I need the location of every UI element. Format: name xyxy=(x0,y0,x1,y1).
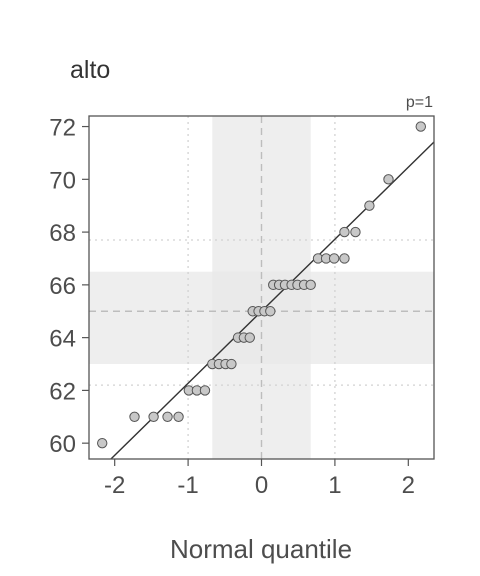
data-point xyxy=(265,306,276,317)
y-tick-label: 66 xyxy=(49,273,76,300)
y-tick-label: 60 xyxy=(49,431,76,458)
data-point xyxy=(148,411,159,422)
data-point xyxy=(199,385,211,396)
x-tick-label: -1 xyxy=(177,472,198,499)
data-point xyxy=(328,253,340,264)
data-point xyxy=(364,200,375,211)
x-tick-label: -2 xyxy=(104,472,125,499)
fit-line xyxy=(110,141,435,460)
data-points xyxy=(97,121,426,449)
y-tick-label: 62 xyxy=(49,378,76,405)
x-axis: -2 -1 0 1 2 xyxy=(104,459,415,499)
x-tick-label: 1 xyxy=(328,472,341,499)
y-tick-label: 70 xyxy=(49,167,76,194)
data-point xyxy=(339,253,350,264)
data-point xyxy=(339,226,350,238)
data-point xyxy=(173,411,184,422)
data-point xyxy=(415,121,426,132)
y-axis: 60 62 64 66 68 70 72 xyxy=(49,115,89,458)
data-point xyxy=(129,411,140,422)
data-point xyxy=(226,358,237,370)
p-value-annotation: p=1 xyxy=(406,94,433,111)
x-tick-label: 2 xyxy=(402,472,415,499)
data-point xyxy=(244,332,255,343)
data-point xyxy=(97,437,108,449)
x-axis-title: Normal quantile xyxy=(170,534,352,564)
x-tick-label: 0 xyxy=(255,472,268,499)
data-point xyxy=(305,279,316,291)
fit-line-group xyxy=(110,141,435,460)
data-point xyxy=(350,226,361,238)
data-point xyxy=(162,411,173,422)
data-point xyxy=(383,174,394,185)
y-tick-label: 64 xyxy=(49,326,76,353)
y-tick-label: 72 xyxy=(49,115,76,142)
y-tick-label: 68 xyxy=(49,220,76,247)
chart-title: alto xyxy=(70,56,110,84)
